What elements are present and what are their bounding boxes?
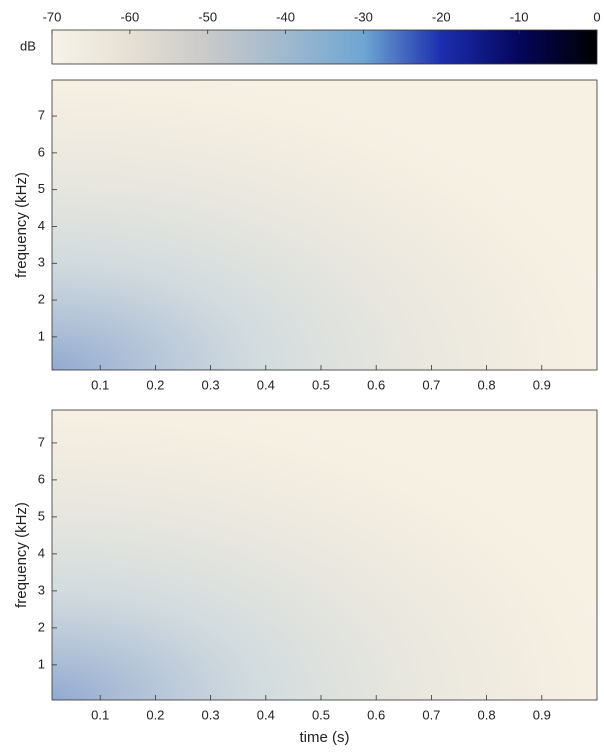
colorbar-frame bbox=[51, 29, 598, 65]
x-tick-label: 0.2 bbox=[146, 707, 164, 722]
y-tick-label: 2 bbox=[38, 619, 45, 634]
x-tick-label: 0.1 bbox=[91, 377, 109, 392]
x-tick-label: 0.8 bbox=[478, 377, 496, 392]
colorbar bbox=[52, 30, 597, 64]
y-tick-label: 3 bbox=[38, 255, 45, 270]
x-tick-label: 0.9 bbox=[533, 707, 551, 722]
x-tick-label: 0.6 bbox=[367, 377, 385, 392]
x-tick-label: 0.3 bbox=[202, 377, 220, 392]
y-tick-label: 7 bbox=[38, 434, 45, 449]
spectrogram-energy bbox=[52, 410, 597, 700]
y-tick-label: 3 bbox=[38, 582, 45, 597]
x-tick-label: 0.1 bbox=[91, 707, 109, 722]
tick-label: -40 bbox=[276, 9, 295, 24]
y-axis-label: frequency (kHz) bbox=[13, 172, 30, 278]
x-tick-label: 0.9 bbox=[533, 377, 551, 392]
y-tick-label: 5 bbox=[38, 508, 45, 523]
y-axis-label: frequency (kHz) bbox=[13, 502, 30, 608]
spectrogram-energy bbox=[52, 80, 597, 370]
x-tick-label: 0.8 bbox=[478, 707, 496, 722]
plot-frame bbox=[51, 409, 598, 701]
y-tick-label: 7 bbox=[38, 108, 45, 123]
y-tick-label: 4 bbox=[38, 545, 45, 560]
tick-label: -20 bbox=[432, 9, 451, 24]
y-tick-label: 2 bbox=[38, 292, 45, 307]
x-tick-label: 0.7 bbox=[422, 707, 440, 722]
plot-frame bbox=[51, 79, 598, 371]
x-tick-label: 0.4 bbox=[257, 377, 275, 392]
y-tick-label: 5 bbox=[38, 181, 45, 196]
y-tick-label: 6 bbox=[38, 471, 45, 486]
tick-label: -10 bbox=[510, 9, 529, 24]
tick-label: -70 bbox=[43, 9, 62, 24]
y-tick-label: 1 bbox=[38, 328, 45, 343]
x-tick-label: 0.2 bbox=[146, 377, 164, 392]
y-tick-label: 4 bbox=[38, 218, 45, 233]
x-tick-label: 0.5 bbox=[312, 377, 330, 392]
colorbar-label: dB bbox=[20, 38, 36, 53]
y-tick-label: 6 bbox=[38, 144, 45, 159]
x-tick-label: 0.4 bbox=[257, 707, 275, 722]
x-tick-label: 0.3 bbox=[202, 707, 220, 722]
y-tick-label: 1 bbox=[38, 656, 45, 671]
x-tick-label: 0.7 bbox=[422, 377, 440, 392]
x-tick-label: 0.6 bbox=[367, 707, 385, 722]
tick-label: -60 bbox=[120, 9, 139, 24]
x-tick-label: 0.5 bbox=[312, 707, 330, 722]
tick-label: -30 bbox=[354, 9, 373, 24]
tick-label: -50 bbox=[198, 9, 217, 24]
x-axis-label: time (s) bbox=[300, 729, 350, 746]
tick-label: 0 bbox=[593, 9, 600, 24]
